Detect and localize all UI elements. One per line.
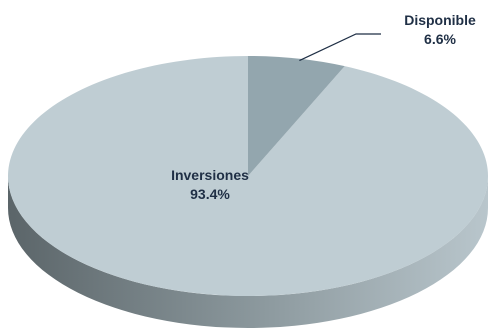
pie-slice-disponible — [248, 55, 345, 176]
slice-label-disponible: Disponible — [404, 12, 476, 28]
slice-value-inversiones: 93.4% — [190, 186, 230, 202]
slice-label-inversiones: Inversiones — [171, 167, 249, 183]
pie-slice-inversiones — [8, 56, 489, 296]
pie-side-wall — [8, 176, 488, 328]
leader-line-disponible — [299, 33, 381, 62]
slice-value-disponible: 6.6% — [424, 31, 456, 47]
